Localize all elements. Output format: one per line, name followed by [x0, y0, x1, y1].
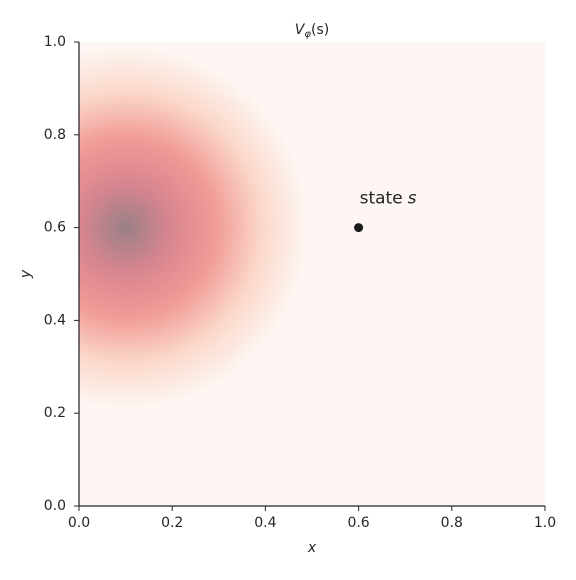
- annotation: state s: [360, 189, 417, 209]
- x-tick-label: 0.4: [254, 515, 276, 531]
- x-tick-label: 0.8: [441, 515, 463, 531]
- y-tick-label: 0.8: [44, 127, 66, 143]
- y-tick-label: 1.0: [44, 34, 66, 50]
- y-tick-label: 0.6: [44, 220, 66, 236]
- y-tick-label: 0.2: [44, 405, 66, 421]
- heatmap-blob: [79, 46, 308, 409]
- x-tick-label: 0.0: [68, 515, 90, 531]
- y-tick-label: 0.0: [44, 498, 66, 514]
- chart-title: Vφ(s): [295, 22, 329, 40]
- plot-layer: [79, 46, 308, 409]
- state-point: [354, 223, 364, 233]
- title-sub: φ: [304, 29, 311, 40]
- x-axis-label: x: [307, 540, 317, 556]
- title-main: V: [295, 22, 306, 38]
- title-rest: (s): [311, 22, 329, 38]
- y-tick-label: 0.4: [44, 312, 66, 328]
- x-tick-label: 1.0: [534, 515, 556, 531]
- x-tick-label: 0.6: [347, 515, 369, 531]
- annotation-text: state: [360, 189, 403, 209]
- x-tick-label: 0.2: [161, 515, 183, 531]
- y-axis-label: y: [18, 269, 34, 279]
- annotation-var: s: [408, 189, 417, 209]
